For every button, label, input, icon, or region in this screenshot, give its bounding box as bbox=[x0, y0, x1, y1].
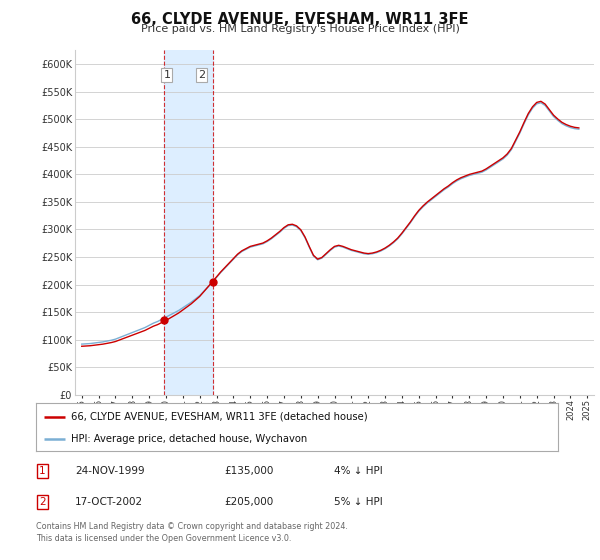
Bar bbox=[164, 50, 213, 395]
Text: 1: 1 bbox=[163, 70, 170, 80]
Text: 5% ↓ HPI: 5% ↓ HPI bbox=[334, 497, 382, 507]
Text: Price paid vs. HM Land Registry's House Price Index (HPI): Price paid vs. HM Land Registry's House … bbox=[140, 24, 460, 34]
Text: 2: 2 bbox=[198, 70, 205, 80]
Text: 2: 2 bbox=[39, 497, 46, 507]
Text: 66, CLYDE AVENUE, EVESHAM, WR11 3FE (detached house): 66, CLYDE AVENUE, EVESHAM, WR11 3FE (det… bbox=[71, 412, 368, 422]
Text: 1: 1 bbox=[39, 466, 46, 476]
Text: 17-OCT-2002: 17-OCT-2002 bbox=[75, 497, 143, 507]
Text: £205,000: £205,000 bbox=[224, 497, 273, 507]
Text: Contains HM Land Registry data © Crown copyright and database right 2024.
This d: Contains HM Land Registry data © Crown c… bbox=[36, 522, 348, 543]
Text: HPI: Average price, detached house, Wychavon: HPI: Average price, detached house, Wych… bbox=[71, 434, 308, 444]
Text: 66, CLYDE AVENUE, EVESHAM, WR11 3FE: 66, CLYDE AVENUE, EVESHAM, WR11 3FE bbox=[131, 12, 469, 27]
Text: 24-NOV-1999: 24-NOV-1999 bbox=[75, 466, 145, 476]
Text: 4% ↓ HPI: 4% ↓ HPI bbox=[334, 466, 382, 476]
Text: £135,000: £135,000 bbox=[224, 466, 273, 476]
